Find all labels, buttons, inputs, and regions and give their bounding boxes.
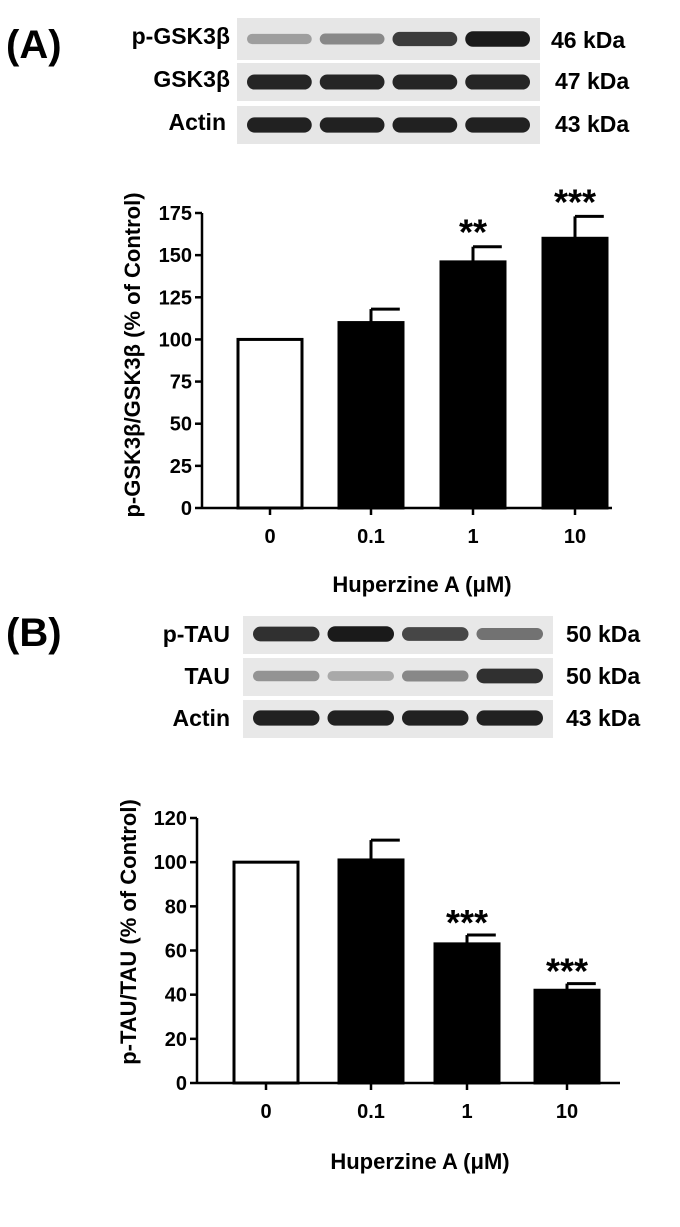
blot-label-p-gsk3b: p-GSK3β	[132, 23, 230, 49]
blot-label-actin-a: Actin	[169, 109, 227, 135]
blot-band	[402, 627, 469, 641]
blot-band	[253, 710, 320, 726]
x-tick-label: 0.1	[357, 526, 385, 548]
blot-band	[402, 670, 469, 682]
significance-label: ***	[554, 181, 596, 222]
x-tick-label: 1	[467, 526, 478, 548]
y-tick-label: 0	[176, 1073, 187, 1095]
significance-label: ***	[546, 951, 588, 992]
blot-label-tau: TAU	[184, 663, 230, 689]
blot-group-b: p-TAU 50 kDa TAU 50 kDa Actin 43 kDa	[163, 616, 640, 738]
blot-band	[402, 710, 469, 726]
x-tick-label: 0	[260, 1101, 271, 1123]
y-tick-label: 100	[154, 852, 187, 874]
significance-label: ***	[446, 902, 488, 943]
bar	[433, 942, 501, 1085]
blot-bands-p-gsk3b	[247, 31, 530, 47]
blot-label-actin-b: Actin	[173, 705, 231, 731]
y-tick-label: 100	[159, 329, 192, 351]
blot-band	[327, 671, 394, 681]
y-axis-title: p-GSK3β/GSK3β (% of Control)	[120, 192, 145, 517]
y-tick-label: 50	[170, 414, 192, 436]
blot-group-a: p-GSK3β 46 kDa GSK3β 47 kDa Actin 43 kDa	[132, 18, 629, 144]
blot-band	[327, 626, 394, 642]
blot-band	[253, 626, 320, 642]
blot-size-tau: 50 kDa	[566, 663, 640, 689]
bar	[236, 337, 304, 510]
panel-label-a: (A)	[6, 23, 62, 67]
blot-bands-gsk3b	[247, 74, 530, 90]
blot-band	[476, 628, 543, 640]
bar	[533, 988, 601, 1085]
blot-band	[327, 710, 394, 726]
blot-band	[476, 710, 543, 726]
y-tick-label: 20	[165, 1029, 187, 1051]
blot-band	[465, 31, 530, 47]
blot-band	[247, 117, 312, 133]
blot-bands-actin-a	[247, 117, 530, 133]
y-tick-label: 120	[154, 808, 187, 830]
blot-size-p-gsk3b: 46 kDa	[551, 27, 625, 53]
blot-size-p-tau: 50 kDa	[566, 621, 640, 647]
x-tick-label: 0.1	[357, 1101, 385, 1123]
y-tick-label: 0	[181, 498, 192, 520]
y-tick-label: 150	[159, 245, 192, 267]
bar	[541, 236, 609, 510]
blot-band	[247, 33, 312, 45]
y-axis-title: p-TAU/TAU (% of Control)	[116, 799, 141, 1065]
blot-label-gsk3b: GSK3β	[153, 66, 230, 92]
blot-label-p-tau: p-TAU	[163, 621, 230, 647]
x-tick-label: 0	[264, 526, 275, 548]
blot-band	[392, 117, 458, 133]
y-tick-label: 25	[170, 456, 192, 478]
blot-band	[319, 117, 385, 133]
y-tick-label: 125	[159, 287, 192, 309]
x-axis-title: Huperzine A (μM)	[330, 1149, 509, 1174]
y-tick-label: 175	[159, 203, 192, 225]
bar-chart-b: 0 20 40 60 80 100 120 0 0.1 1 *** 10 *** Huperzine A …	[116, 799, 620, 1174]
blot-band	[465, 117, 530, 133]
blot-band	[247, 74, 312, 90]
x-tick-label: 10	[556, 1101, 578, 1123]
significance-label: **	[459, 212, 487, 253]
blot-bands-p-tau	[253, 626, 543, 642]
blot-size-actin-a: 43 kDa	[555, 111, 629, 137]
blot-band	[319, 74, 385, 90]
x-tick-label: 10	[564, 526, 586, 548]
panel-label-b: (B)	[6, 611, 62, 655]
blot-band	[319, 33, 385, 45]
x-tick-label: 1	[461, 1101, 472, 1123]
blot-band	[476, 668, 543, 684]
y-tick-label: 75	[170, 372, 192, 394]
blot-band	[392, 74, 458, 90]
bar	[337, 321, 405, 510]
y-tick-label: 80	[165, 896, 187, 918]
blot-size-actin-b: 43 kDa	[566, 705, 640, 731]
blot-band	[253, 670, 320, 682]
blot-bands-tau	[253, 668, 543, 684]
blot-size-gsk3b: 47 kDa	[555, 68, 629, 94]
blot-band	[392, 31, 458, 47]
bar	[439, 260, 507, 510]
bar-chart-a: 0 25 50 75 100 125 150 175 0 0.1 1 ** 10 *** Huperzine…	[120, 181, 612, 597]
blot-band	[465, 74, 530, 90]
y-tick-label: 60	[165, 941, 187, 963]
bar	[337, 858, 405, 1085]
blot-bands-actin-b	[253, 710, 543, 726]
y-tick-label: 40	[165, 985, 187, 1007]
bar	[232, 860, 300, 1085]
x-axis-title: Huperzine A (μM)	[332, 572, 511, 597]
